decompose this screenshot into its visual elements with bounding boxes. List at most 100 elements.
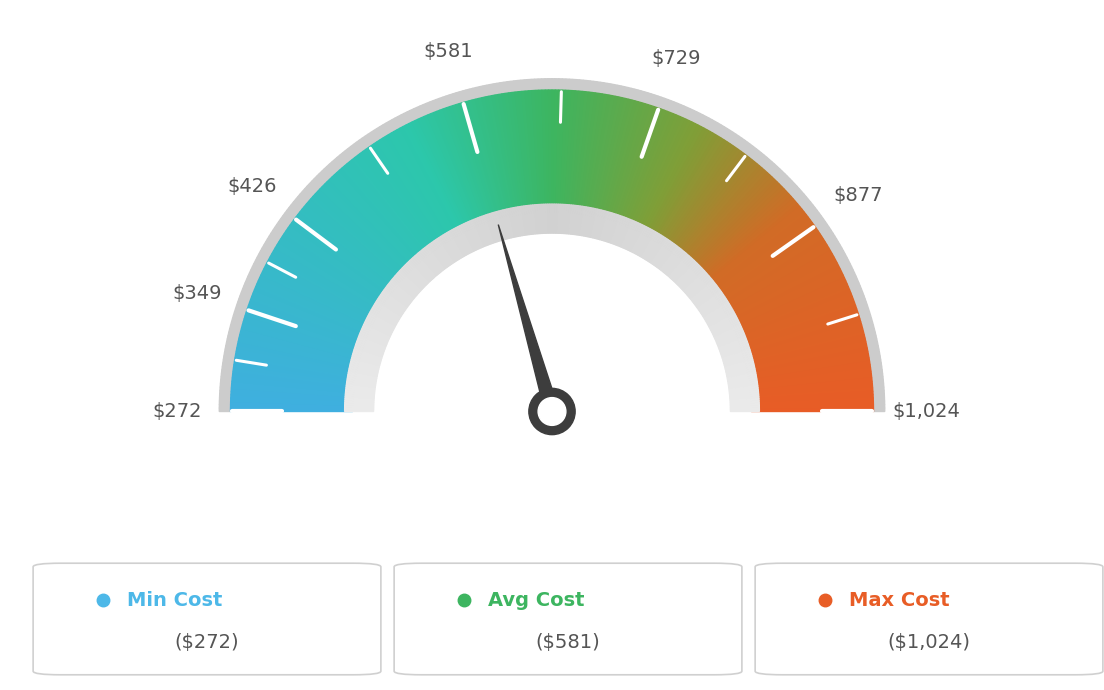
Wedge shape — [238, 338, 358, 368]
Wedge shape — [359, 333, 386, 346]
Wedge shape — [226, 339, 238, 344]
Wedge shape — [594, 97, 623, 217]
Wedge shape — [751, 395, 873, 403]
Wedge shape — [346, 396, 374, 400]
Wedge shape — [374, 129, 383, 140]
Wedge shape — [490, 84, 495, 96]
Wedge shape — [402, 266, 425, 288]
Wedge shape — [676, 262, 697, 284]
Wedge shape — [423, 104, 431, 115]
Wedge shape — [786, 184, 797, 194]
Wedge shape — [726, 371, 755, 378]
Wedge shape — [243, 322, 361, 358]
Wedge shape — [715, 125, 724, 137]
Wedge shape — [635, 90, 641, 102]
Wedge shape — [659, 140, 728, 244]
Wedge shape — [735, 284, 848, 334]
Wedge shape — [543, 204, 546, 233]
Wedge shape — [257, 254, 268, 263]
Wedge shape — [412, 257, 433, 280]
Wedge shape — [365, 319, 392, 334]
Wedge shape — [367, 317, 393, 332]
Wedge shape — [490, 213, 500, 242]
Wedge shape — [750, 371, 871, 388]
Wedge shape — [389, 120, 397, 131]
Wedge shape — [235, 351, 357, 376]
Wedge shape — [746, 146, 756, 157]
Wedge shape — [719, 237, 824, 305]
Wedge shape — [264, 266, 374, 323]
Wedge shape — [645, 126, 704, 236]
Wedge shape — [824, 233, 835, 242]
Wedge shape — [730, 266, 840, 323]
Wedge shape — [232, 319, 243, 325]
Wedge shape — [595, 210, 604, 239]
Wedge shape — [596, 210, 606, 239]
Text: ($272): ($272) — [174, 633, 240, 653]
Wedge shape — [749, 148, 758, 159]
Wedge shape — [677, 105, 684, 117]
Wedge shape — [248, 273, 259, 281]
Wedge shape — [376, 299, 402, 316]
Wedge shape — [732, 272, 842, 326]
Wedge shape — [446, 232, 463, 258]
Wedge shape — [316, 191, 406, 277]
Wedge shape — [418, 118, 471, 230]
Wedge shape — [302, 189, 314, 199]
Wedge shape — [488, 96, 514, 216]
Wedge shape — [420, 250, 439, 274]
Wedge shape — [860, 315, 871, 322]
Wedge shape — [702, 299, 728, 316]
Wedge shape — [269, 233, 280, 242]
Wedge shape — [699, 194, 790, 278]
Wedge shape — [595, 98, 625, 217]
Wedge shape — [705, 206, 802, 286]
Wedge shape — [531, 79, 535, 90]
Wedge shape — [405, 264, 427, 286]
Wedge shape — [714, 225, 816, 298]
Wedge shape — [784, 181, 795, 191]
Wedge shape — [443, 108, 487, 224]
Wedge shape — [245, 312, 362, 352]
Wedge shape — [542, 90, 548, 213]
Wedge shape — [542, 79, 545, 90]
Wedge shape — [222, 363, 234, 368]
Wedge shape — [691, 281, 714, 301]
Wedge shape — [450, 230, 466, 256]
Wedge shape — [873, 391, 884, 395]
Wedge shape — [678, 265, 700, 286]
Wedge shape — [501, 93, 523, 215]
Wedge shape — [300, 209, 397, 288]
Wedge shape — [609, 215, 620, 243]
Wedge shape — [238, 295, 251, 303]
Wedge shape — [253, 264, 264, 272]
Wedge shape — [257, 281, 370, 333]
Wedge shape — [872, 377, 883, 382]
Wedge shape — [230, 326, 242, 331]
Wedge shape — [422, 249, 442, 273]
Wedge shape — [721, 344, 749, 355]
Wedge shape — [433, 99, 439, 111]
Wedge shape — [718, 335, 745, 348]
Wedge shape — [368, 315, 394, 331]
Wedge shape — [599, 99, 631, 219]
Wedge shape — [347, 384, 375, 389]
Wedge shape — [757, 155, 767, 166]
Wedge shape — [655, 96, 661, 108]
Wedge shape — [838, 260, 850, 268]
Wedge shape — [220, 394, 231, 398]
Wedge shape — [775, 171, 785, 181]
Wedge shape — [871, 373, 883, 378]
Wedge shape — [585, 81, 591, 92]
Wedge shape — [592, 81, 597, 93]
Wedge shape — [678, 161, 757, 258]
Wedge shape — [418, 252, 438, 275]
Wedge shape — [566, 91, 578, 213]
Wedge shape — [873, 408, 884, 411]
Wedge shape — [434, 111, 480, 226]
Wedge shape — [846, 276, 858, 284]
Wedge shape — [709, 313, 735, 329]
Wedge shape — [613, 85, 618, 97]
Wedge shape — [744, 328, 863, 362]
Wedge shape — [604, 213, 614, 242]
